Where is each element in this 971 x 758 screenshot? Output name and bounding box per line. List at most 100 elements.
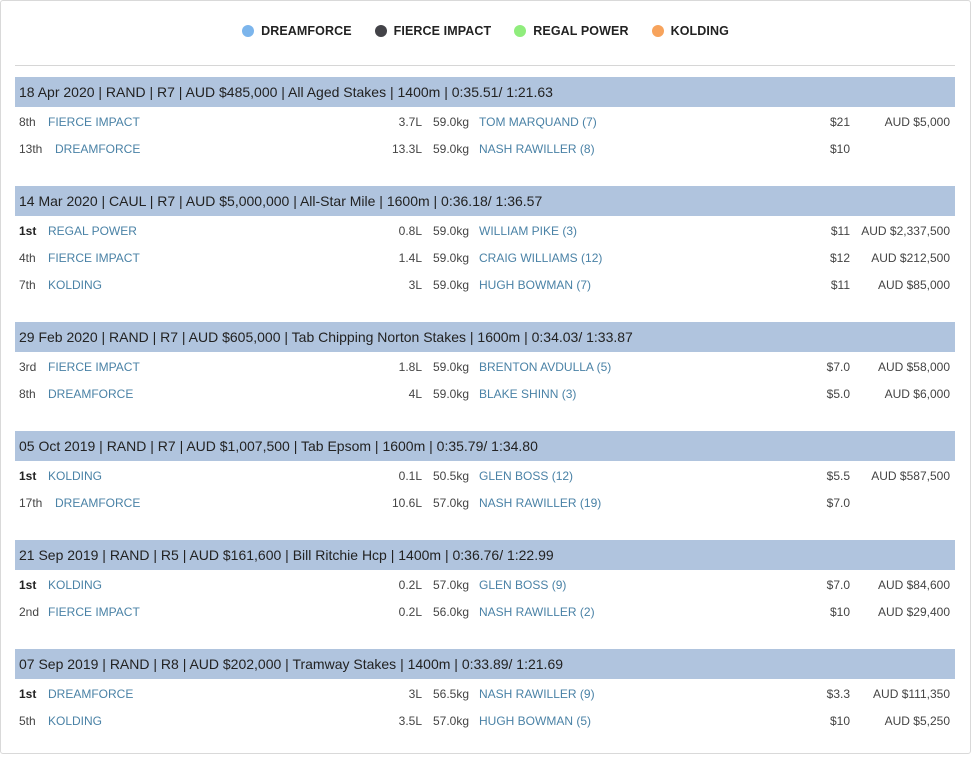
finish-position: 1st: [19, 578, 37, 592]
margin-value: 0.1L: [398, 469, 422, 483]
jockey-link[interactable]: NASH RAWILLER (8): [479, 142, 595, 156]
horse-link[interactable]: DREAMFORCE: [55, 496, 141, 510]
runner-row: 1st DREAMFORCE 3L 56.5kg NASH RAWILLER (9) $3…: [15, 681, 955, 708]
horse-link[interactable]: REGAL POWER: [48, 224, 137, 238]
runner-row: 4th FIERCE IMPACT 1.4L 59.0kg CRAIG WILLIAMS…: [15, 245, 955, 272]
horse-link[interactable]: DREAMFORCE: [48, 387, 134, 401]
weight-value: 59.0kg: [433, 251, 470, 265]
margin-value: 0.8L: [398, 224, 422, 238]
race-header: 21 Sep 2019 | RAND | R5 | AUD $161,600 |…: [15, 540, 955, 570]
race-header: 14 Mar 2020 | CAUL | R7 | AUD $5,000,000…: [15, 186, 955, 216]
odds-value: $10: [829, 142, 850, 156]
jockey-link[interactable]: GLEN BOSS (12): [479, 469, 574, 483]
race-header: 07 Sep 2019 | RAND | R8 | AUD $202,000 |…: [15, 649, 955, 679]
odds-value: $10: [829, 714, 850, 728]
jockey-link[interactable]: HUGH BOWMAN (5): [479, 714, 591, 728]
legend-dot-icon: [514, 25, 527, 37]
weight-value: 59.0kg: [433, 387, 470, 401]
odds-value: $12: [829, 251, 850, 265]
legend-label: FIERCE IMPACT: [393, 24, 492, 38]
weight-value: 57.0kg: [433, 496, 470, 510]
runner-row: 17th DREAMFORCE 10.6L 57.0kg NASH RAWILLER (…: [15, 490, 955, 517]
weight-value: 57.0kg: [433, 714, 470, 728]
jockey-link[interactable]: WILLIAM PIKE (3): [479, 224, 578, 238]
runner-row: 7th KOLDING 3L 59.0kg HUGH BOWMAN (7) $11 AUD …: [15, 272, 955, 299]
race-block: 05 Oct 2019 | RAND | R7 | AUD $1,007,500…: [15, 431, 955, 517]
runner-row: 1st KOLDING 0.1L 50.5kg GLEN BOSS (12) $5.5 AU…: [15, 463, 955, 490]
weight-value: 59.0kg: [433, 142, 470, 156]
odds-value: $21: [829, 115, 850, 129]
horse-link[interactable]: KOLDING: [48, 714, 103, 728]
odds-value: $7.0: [826, 496, 850, 510]
margin-value: 10.6L: [391, 496, 422, 510]
odds-value: $3.3: [826, 687, 850, 701]
horse-link[interactable]: KOLDING: [48, 278, 103, 292]
horse-link[interactable]: DREAMFORCE: [55, 142, 141, 156]
jockey-link[interactable]: BLAKE SHINN (3): [479, 387, 577, 401]
margin-value: 0.2L: [398, 578, 422, 592]
prize-money: AUD $2,337,500: [861, 224, 950, 238]
finish-position: 7th: [19, 278, 36, 292]
race-block: 21 Sep 2019 | RAND | R5 | AUD $161,600 |…: [15, 540, 955, 626]
horse-link[interactable]: FIERCE IMPACT: [48, 360, 140, 374]
jockey-link[interactable]: NASH RAWILLER (2): [479, 605, 595, 619]
weight-value: 56.5kg: [433, 687, 470, 701]
weight-value: 59.0kg: [433, 360, 470, 374]
horse-link[interactable]: FIERCE IMPACT: [48, 115, 140, 129]
weight-value: 56.0kg: [433, 605, 470, 619]
weight-value: 59.0kg: [433, 115, 470, 129]
legend-label: REGAL POWER: [533, 24, 629, 38]
finish-position: 1st: [19, 224, 37, 238]
horse-link[interactable]: KOLDING: [48, 578, 103, 592]
horse-link[interactable]: FIERCE IMPACT: [48, 251, 140, 265]
runner-row: 5th KOLDING 3.5L 57.0kg HUGH BOWMAN (5) $10 AU…: [15, 708, 955, 735]
margin-value: 0.2L: [398, 605, 422, 619]
legend-dot-icon: [651, 25, 664, 37]
jockey-link[interactable]: BRENTON AVDULLA (5): [479, 360, 612, 374]
finish-position: 8th: [19, 115, 36, 129]
jockey-link[interactable]: NASH RAWILLER (9): [479, 687, 595, 701]
runner-row: 8th DREAMFORCE 4L 59.0kg BLAKE SHINN (3) $5.0…: [15, 381, 955, 408]
weight-value: 50.5kg: [433, 469, 470, 483]
finish-position: 2nd: [19, 605, 40, 619]
odds-value: $11: [830, 278, 850, 292]
margin-value: 3L: [408, 278, 422, 292]
runner-row: 1st KOLDING 0.2L 57.0kg GLEN BOSS (9) $7.0 AUD…: [15, 572, 955, 599]
prize-money: AUD $58,000: [877, 360, 950, 374]
prize-money: AUD $111,350: [873, 687, 950, 701]
margin-value: 4L: [408, 387, 422, 401]
horse-link[interactable]: DREAMFORCE: [48, 687, 134, 701]
jockey-link[interactable]: HUGH BOWMAN (7): [479, 278, 591, 292]
legend-dot-icon: [242, 25, 255, 37]
legend-item[interactable]: FIERCE IMPACT: [374, 24, 492, 38]
horse-link[interactable]: KOLDING: [48, 469, 103, 483]
horse-link[interactable]: FIERCE IMPACT: [48, 605, 140, 619]
prize-money: AUD $85,000: [877, 278, 950, 292]
prize-money: AUD $29,400: [877, 605, 950, 619]
runner-row: 1st REGAL POWER 0.8L 59.0kg WILLIAM PIKE (3)…: [15, 218, 955, 245]
margin-value: 3L: [408, 687, 422, 701]
legend-item[interactable]: REGAL POWER: [514, 24, 628, 38]
finish-position: 17th: [19, 496, 43, 510]
legend: DREAMFORCE FIERCE IMPACT REGAL POWER KOLDIN…: [0, 24, 971, 38]
legend-label: KOLDING: [670, 24, 729, 38]
margin-value: 3.7L: [398, 115, 422, 129]
jockey-link[interactable]: CRAIG WILLIAMS (12): [479, 251, 603, 265]
odds-value: $7.0: [826, 578, 850, 592]
finish-position: 4th: [19, 251, 36, 265]
race-header: 29 Feb 2020 | RAND | R7 | AUD $605,000 |…: [15, 322, 955, 352]
race-header: 05 Oct 2019 | RAND | R7 | AUD $1,007,500…: [15, 431, 955, 461]
finish-position: 8th: [19, 387, 36, 401]
legend-item[interactable]: KOLDING: [651, 24, 729, 38]
legend-dot-icon: [374, 25, 387, 37]
jockey-link[interactable]: TOM MARQUAND (7): [479, 115, 597, 129]
jockey-link[interactable]: NASH RAWILLER (19): [479, 496, 602, 510]
runner-row: 8th FIERCE IMPACT 3.7L 59.0kg TOM MARQUAND (…: [15, 109, 955, 136]
finish-position: 3rd: [19, 360, 37, 374]
runner-row: 3rd FIERCE IMPACT 1.8L 59.0kg BRENTON AVDULL…: [15, 354, 955, 381]
jockey-link[interactable]: GLEN BOSS (9): [479, 578, 567, 592]
prize-money: AUD $6,000: [884, 387, 950, 401]
prize-money: AUD $5,250: [884, 714, 950, 728]
legend-item[interactable]: DREAMFORCE: [242, 24, 352, 38]
prize-money: AUD $587,500: [871, 469, 950, 483]
